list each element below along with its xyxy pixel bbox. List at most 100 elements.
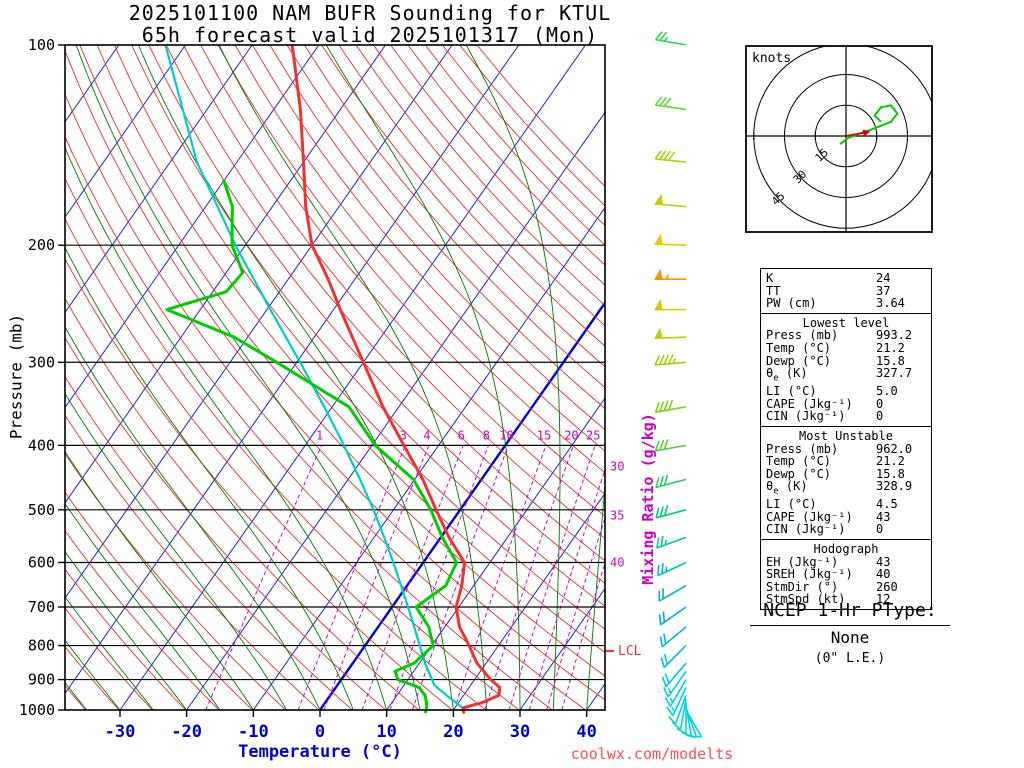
panel-section: Hodograph EH (Jkg⁻¹) 43 SREH (Jkg⁻¹) 40 StmDi…: [761, 539, 931, 609]
pressure-axis-label: Pressure (mb): [6, 313, 26, 440]
watermark: coolwx.com/modelts: [570, 745, 734, 763]
svg-text:700: 700: [28, 598, 55, 616]
moist-adiabat: [137, 45, 454, 711]
mixing-ratio-line: [453, 445, 547, 711]
dry-adiabat: [65, 257, 453, 711]
dry-adiabat: [131, 45, 605, 607]
moist-adiabat: [218, 45, 488, 711]
wind-barb: [654, 268, 687, 281]
wind-barb: [656, 535, 687, 549]
chart-subtitle: 65h forecast valid 2025101317 (Mon): [141, 23, 599, 47]
isotherm: [65, 45, 453, 599]
isotherm: [65, 45, 386, 504]
svg-text:400: 400: [28, 436, 55, 454]
panel-row: CIN (Jkg⁻¹) 0: [766, 409, 884, 424]
moist-adiabat: [65, 639, 121, 711]
panel-row: θe (K) 327.7: [766, 366, 913, 384]
wind-barb: [681, 705, 693, 737]
wind-barb: [668, 694, 687, 725]
isotherm: [65, 45, 320, 409]
svg-text:3: 3: [400, 428, 407, 442]
svg-text:4: 4: [423, 428, 430, 442]
moist-adiabat: [65, 550, 188, 711]
wind-barb: [676, 702, 687, 735]
svg-text:6: 6: [458, 428, 465, 442]
panel-row: TT 37: [766, 283, 891, 298]
svg-text:8: 8: [483, 428, 490, 442]
wind-barb: [654, 193, 687, 208]
moist-adiabat: [65, 450, 254, 711]
svg-text:300: 300: [28, 353, 55, 371]
dry-adiabat: [65, 49, 605, 701]
mixing-ratio-line: [508, 445, 596, 711]
panel-section: Lowest level Press (mb) 993.2 Temp (°C) 21.2…: [761, 312, 931, 426]
dry-adiabat: [96, 45, 605, 654]
panel-row: LI (°C) 4.5: [766, 497, 898, 512]
panel-row: EH (Jkg⁻¹) 43: [766, 554, 891, 569]
dewpoint-curve: [165, 179, 459, 714]
svg-text:100: 100: [28, 36, 55, 54]
dry-adiabat: [113, 45, 605, 630]
panel-row: Press (mb) 993.2: [766, 328, 913, 343]
moist-adiabat: [65, 596, 154, 711]
wind-barb: [658, 606, 687, 626]
panel-row: CIN (Jkg⁻¹) 0: [766, 522, 884, 537]
panel-row: Temp (°C) 21.2: [766, 454, 905, 469]
panel-row: PW (cm) 3.64: [766, 296, 905, 311]
dry-adiabat: [65, 135, 553, 711]
dry-adiabat: [200, 45, 605, 517]
svg-text:40: 40: [576, 722, 596, 742]
isotherm: [519, 587, 605, 711]
isotherm: [65, 45, 253, 314]
svg-text:0: 0: [315, 722, 325, 742]
svg-text:30: 30: [610, 459, 624, 473]
svg-text:40: 40: [610, 555, 624, 569]
panel-section: Most Unstable Press (mb) 962.0 Temp (°C) 21.…: [761, 425, 931, 539]
moist-adiabat: [65, 392, 288, 711]
mixing-ratio-line: [205, 445, 323, 711]
svg-text:20: 20: [443, 722, 463, 742]
dry-adiabat: [165, 45, 605, 562]
panel-row: StmSpd (kt) 12: [766, 592, 891, 607]
panel-row: θe (K) 328.9: [766, 479, 913, 497]
dry-adiabat: [303, 45, 605, 389]
panel-row: StmDir (°) 260: [766, 579, 898, 594]
moist-adiabat: [465, 45, 561, 711]
plot-frame: [64, 44, 606, 711]
isotherm: [65, 45, 186, 219]
svg-text:500: 500: [28, 501, 55, 519]
dry-adiabat: [65, 646, 120, 711]
isotherm: [452, 492, 605, 711]
svg-text:800: 800: [28, 637, 55, 655]
panel-row: CAPE (Jkg⁻¹) 43: [766, 509, 891, 524]
lcl-marker: LCL: [606, 644, 642, 659]
ptype-divider: [750, 625, 950, 626]
panel-row: Temp (°C) 21.2: [766, 340, 905, 355]
wind-barb: [654, 96, 687, 111]
isotherm: [119, 45, 586, 711]
storm-motion-arrow: [845, 131, 867, 137]
dry-adiabat: [252, 45, 605, 452]
dry-adiabat: [65, 607, 153, 711]
ptype-block: NCEP 1-Hr PType: None (0" L.E.): [750, 600, 950, 666]
panel-section-header: Hodograph: [813, 542, 879, 557]
svg-text:-10: -10: [238, 722, 269, 742]
isotherm: [386, 397, 605, 711]
svg-text:600: 600: [28, 553, 55, 571]
svg-text:20: 20: [564, 428, 578, 442]
wind-barb: [661, 662, 687, 688]
wind-barb-column: [654, 31, 703, 738]
panel-row: Dewp (°C) 15.8: [766, 353, 905, 368]
ptype-detail: (0" L.E.): [814, 651, 886, 666]
wind-barb: [660, 644, 687, 669]
panel-row: K 24: [766, 271, 891, 285]
svg-text:LCL: LCL: [618, 644, 642, 659]
freezing-isotherm: [319, 300, 605, 711]
ptype-value: None: [830, 628, 870, 647]
dry-adiabat: [65, 177, 520, 711]
mixing-ratio-axis-label: Mixing Ratio (g/kg): [639, 413, 657, 585]
moist-adiabat: [65, 502, 221, 711]
svg-text:35: 35: [610, 509, 624, 523]
temperature-axis-label: Temperature (°C): [238, 742, 402, 762]
